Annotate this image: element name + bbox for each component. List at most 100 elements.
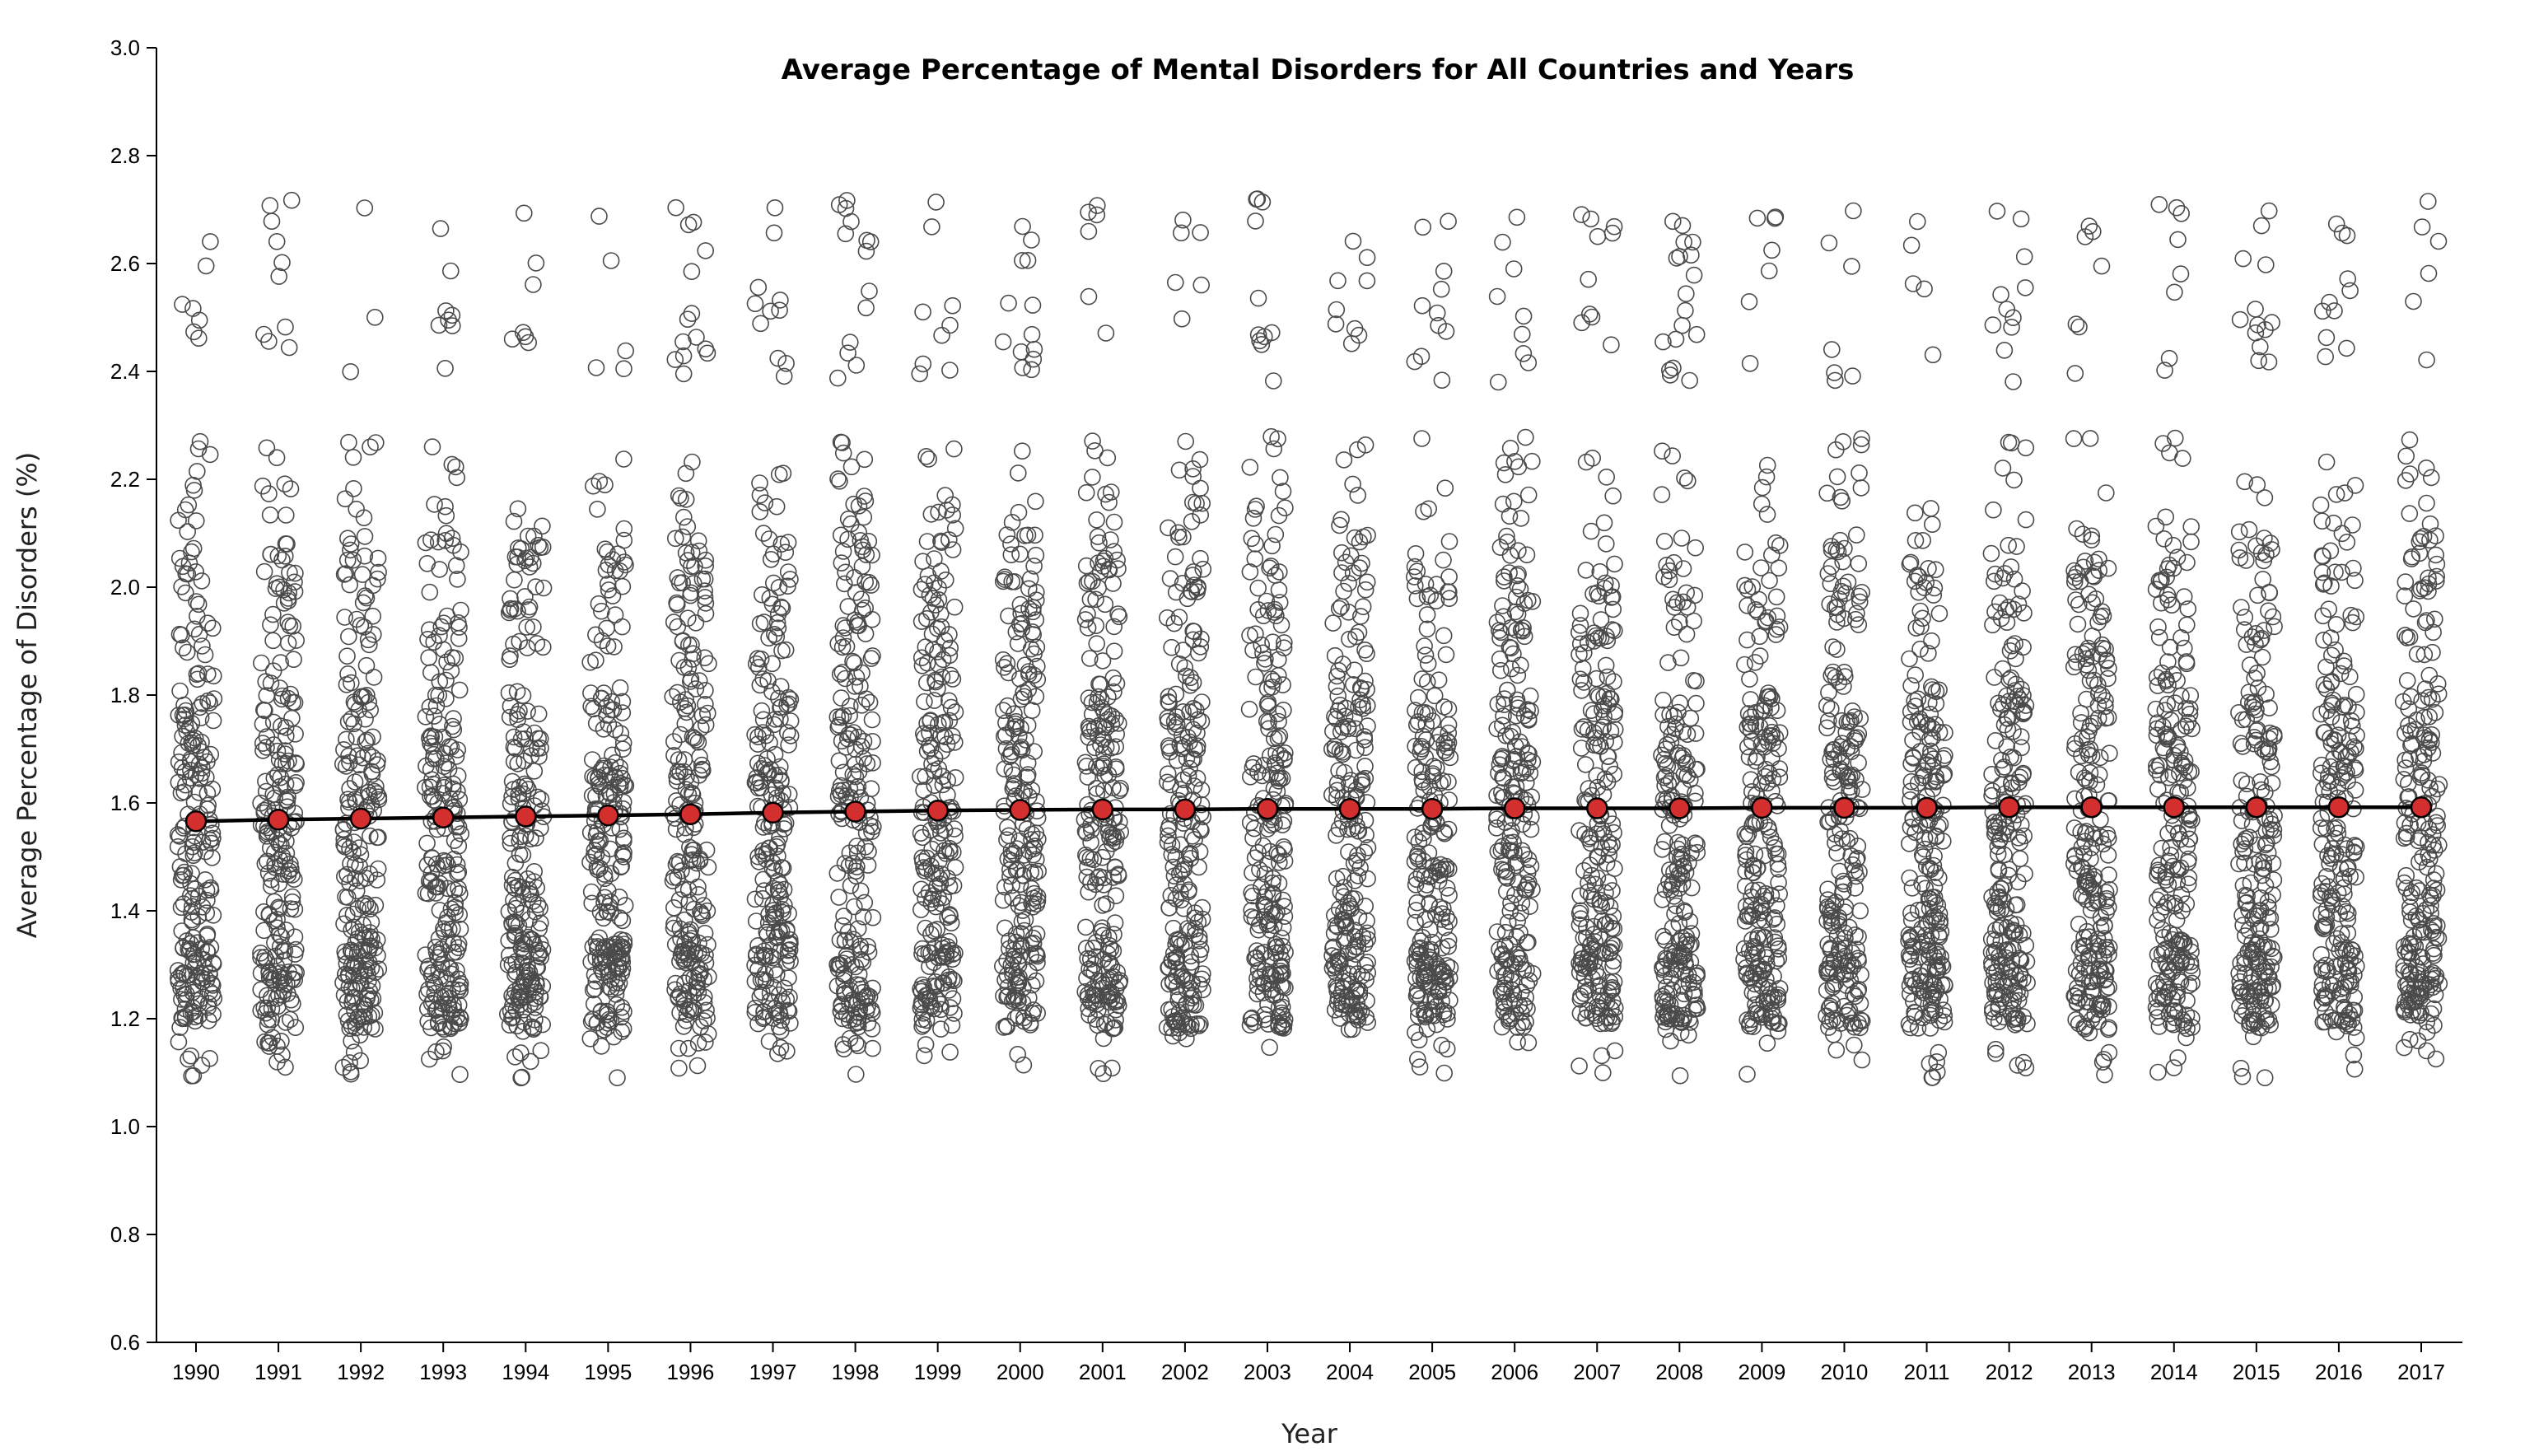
- scatter-point: [829, 635, 847, 652]
- scatter-point: [171, 858, 189, 875]
- scatter-point: [1681, 371, 1698, 390]
- scatter-point: [685, 900, 703, 918]
- scatter-point: [1080, 222, 1098, 240]
- scatter-point: [1023, 325, 1041, 343]
- scatter-point: [1901, 650, 1918, 668]
- scatter-point: [1512, 510, 1530, 527]
- scatter-point: [1335, 451, 1353, 469]
- scatter-point: [584, 477, 602, 495]
- scatter-point: [842, 458, 861, 476]
- scatter-point: [1354, 598, 1372, 616]
- scatter-point: [1492, 661, 1510, 679]
- scatter-point: [270, 268, 288, 285]
- scatter-point: [1501, 439, 1519, 457]
- scatter-point: [270, 986, 287, 1004]
- scatter-point: [1664, 212, 1682, 231]
- scatter-point: [185, 323, 203, 341]
- scatter-point: [596, 476, 614, 494]
- scatter-point: [761, 589, 779, 607]
- scatter-point: [514, 687, 532, 704]
- scatter-point: [1010, 464, 1027, 482]
- scatter-point: [1333, 564, 1351, 581]
- scatter-points: [169, 190, 2448, 1087]
- scatter-point: [192, 709, 210, 726]
- scatter-point: [666, 981, 684, 999]
- scatter-point: [932, 562, 950, 580]
- scatter-point: [524, 893, 542, 910]
- scatter-point: [771, 301, 788, 320]
- scatter-point: [684, 1002, 702, 1020]
- scatter-point: [777, 544, 795, 562]
- scatter-point: [355, 1019, 373, 1036]
- scatter-point: [766, 199, 784, 217]
- scatter-point: [267, 580, 285, 597]
- scatter-point: [1740, 292, 1758, 310]
- scatter-point: [447, 557, 465, 575]
- scatter-point: [1088, 511, 1105, 529]
- scatter-point: [600, 581, 618, 599]
- scatter-point: [1851, 902, 1869, 920]
- scatter-point: [352, 846, 370, 864]
- scatter-point: [1852, 479, 1870, 497]
- scatter-point: [1417, 911, 1434, 928]
- scatter-point: [1494, 597, 1511, 614]
- scatter-point: [859, 1014, 877, 1032]
- scatter-point: [527, 578, 544, 595]
- scatter-point: [267, 947, 284, 965]
- scatter-point: [519, 702, 536, 720]
- scatter-point: [422, 664, 440, 681]
- scatter-point: [614, 740, 632, 758]
- scatter-point: [856, 450, 874, 469]
- scatter-point: [1415, 502, 1432, 520]
- scatter-point: [353, 940, 371, 959]
- scatter-point: [175, 696, 193, 714]
- scatter-point: [170, 549, 189, 567]
- scatter-point: [834, 629, 852, 646]
- scatter-point: [369, 947, 386, 964]
- scatter-point: [605, 938, 623, 956]
- scatter-point: [339, 791, 357, 809]
- scatter-point: [671, 1004, 688, 1021]
- scatter-point: [1265, 372, 1282, 390]
- scatter-point: [941, 999, 959, 1016]
- scatter-point: [185, 620, 203, 638]
- scatter-point: [690, 542, 708, 560]
- scatter-point: [262, 616, 279, 634]
- scatter-point: [847, 1066, 865, 1083]
- scatter-point: [749, 779, 768, 797]
- scatter-point: [198, 971, 216, 988]
- scatter-point: [1678, 285, 1695, 303]
- scatter-point: [185, 833, 203, 852]
- scatter-point: [252, 949, 269, 966]
- scatter-point: [196, 646, 214, 664]
- scatter-point: [602, 252, 620, 269]
- scatter-point: [1027, 492, 1044, 511]
- scatter-point: [690, 672, 708, 689]
- scatter-point: [1079, 768, 1097, 786]
- scatter-point: [1011, 545, 1029, 563]
- scatter-point: [272, 654, 290, 671]
- scatter-point: [341, 1054, 358, 1071]
- scatter-point: [852, 882, 870, 900]
- scatter-point: [272, 768, 290, 786]
- scatter-point: [1742, 771, 1760, 789]
- scatter-point: [698, 704, 716, 722]
- scatter-point: [345, 479, 362, 497]
- scatter-point: [863, 711, 881, 729]
- scatter-point: [340, 433, 357, 451]
- scatter-point: [441, 262, 460, 280]
- scatter-point: [582, 684, 600, 702]
- scatter-point: [428, 1001, 446, 1018]
- scatter-point: [420, 649, 437, 666]
- scatter-point: [845, 495, 862, 513]
- scatter-point: [836, 575, 853, 593]
- scatter-point: [180, 1050, 197, 1068]
- scatter-point: [697, 551, 715, 569]
- scatter-point: [780, 935, 798, 953]
- scatter-point: [683, 941, 700, 959]
- scatter-point: [749, 650, 767, 667]
- scatter-point: [782, 952, 799, 970]
- scatter-point: [201, 446, 219, 464]
- scatter-point: [1440, 212, 1457, 231]
- scatter-point: [828, 865, 847, 882]
